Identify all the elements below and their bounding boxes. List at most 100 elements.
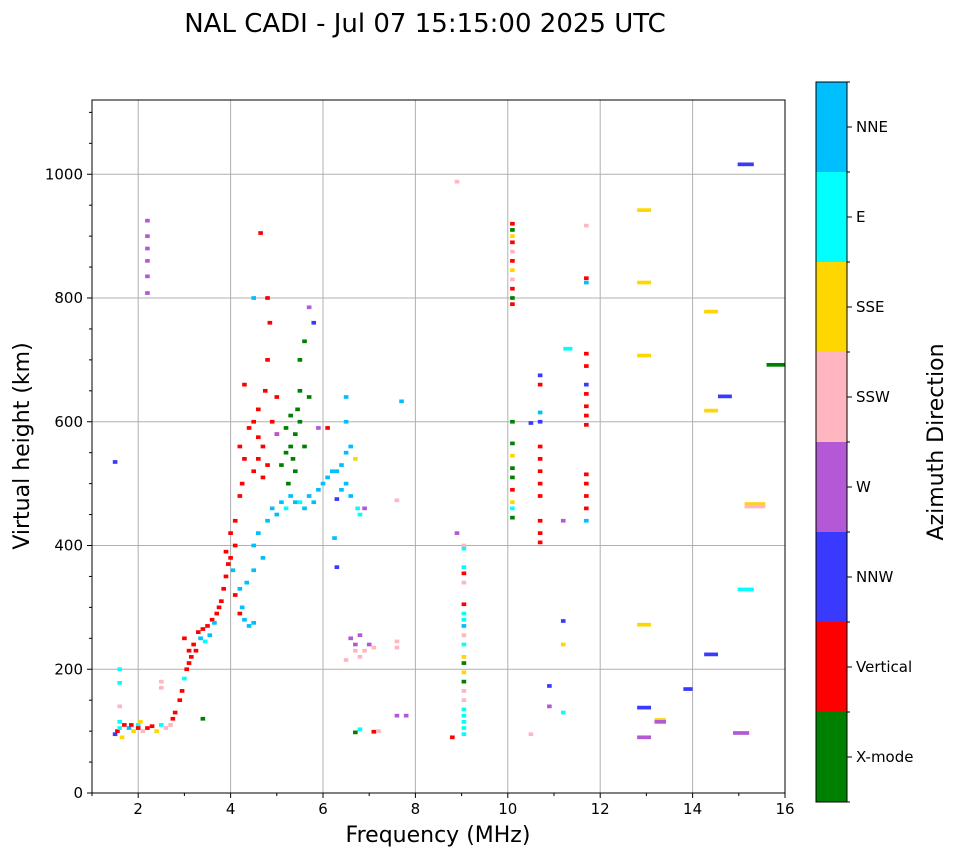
data-point-nnw: [311, 320, 317, 325]
data-point-vertical: [237, 444, 243, 449]
x-tick-label: 2: [133, 800, 143, 818]
data-point-nne: [292, 500, 298, 505]
data-point-vertical: [371, 729, 377, 734]
y-axis-label: Virtual height (km): [10, 342, 35, 549]
data-point-vertical: [251, 469, 257, 474]
data-point-nnw: [718, 394, 732, 399]
data-point-w: [306, 305, 312, 310]
y-tick-label: 0: [73, 784, 83, 802]
data-point-nne: [251, 543, 257, 548]
data-point-nne: [348, 494, 354, 498]
data-point-vertical: [189, 655, 194, 659]
data-point-nne: [584, 518, 589, 523]
data-point-nne: [126, 726, 132, 730]
data-point-vertical: [584, 404, 589, 409]
data-point-e: [461, 565, 467, 570]
data-point-nnw: [737, 162, 754, 167]
data-point-vertical: [242, 457, 247, 461]
data-point-w: [733, 731, 750, 735]
data-point-ssw: [461, 580, 467, 585]
data-point-x-mode: [306, 395, 312, 399]
data-point-sse: [138, 719, 143, 724]
data-point-ssw: [353, 648, 358, 653]
data-point-sse: [510, 268, 515, 273]
data-point-x-mode: [288, 444, 293, 449]
data-points: [112, 162, 785, 740]
data-point-nnw: [637, 705, 652, 710]
data-point-vertical: [200, 627, 206, 631]
data-point-vertical: [214, 611, 220, 616]
data-point-vertical: [258, 231, 263, 235]
colorbar: X-mode Vertical NNW W SSW SSE E NNE: [815, 81, 913, 803]
data-point-vertical: [186, 648, 192, 653]
data-point-vertical: [267, 320, 273, 325]
data-point-w: [394, 713, 400, 718]
data-point-vertical: [256, 435, 261, 440]
x-tick-label: 8: [411, 800, 421, 818]
colorbar-label-ssw: SSW: [856, 388, 890, 406]
data-point-e: [202, 639, 208, 644]
data-point-nne: [343, 395, 349, 399]
data-point-vertical: [239, 481, 245, 486]
data-point-nne: [302, 506, 307, 511]
data-point-e: [461, 546, 467, 551]
data-point-e: [117, 681, 123, 685]
data-point-vertical: [537, 469, 543, 474]
data-point-x-mode: [283, 426, 289, 430]
data-point-x-mode: [295, 407, 300, 412]
x-tick-label: 12: [591, 800, 610, 818]
plot-frame: [91, 99, 786, 794]
data-point-ssw: [394, 639, 400, 644]
data-point-nne: [242, 617, 247, 622]
data-point-vertical: [584, 494, 589, 498]
data-point-nne: [288, 494, 293, 498]
data-point-ssw: [376, 729, 381, 733]
data-point-e: [461, 617, 467, 622]
data-point-ssw: [528, 732, 534, 737]
data-point-x-mode: [510, 296, 515, 300]
colorbar-label-w: W: [856, 478, 871, 496]
data-point-vertical: [209, 617, 215, 622]
colorbar-swatch-nne: [816, 82, 847, 172]
data-point-ssw: [117, 704, 123, 709]
data-point-vertical: [537, 518, 543, 523]
data-point-w: [145, 274, 150, 279]
data-point-vertical: [223, 549, 229, 554]
data-point-x-mode: [286, 481, 291, 486]
data-point-w: [353, 642, 358, 647]
data-point-nne: [339, 487, 344, 492]
data-point-nne: [269, 506, 275, 511]
data-point-e: [182, 676, 187, 681]
data-point-nne: [537, 410, 543, 415]
data-point-vertical: [256, 457, 261, 461]
data-point-nnw: [584, 382, 589, 387]
data-point-vertical: [186, 661, 192, 665]
x-tick-label: 16: [775, 800, 794, 818]
y-tick-label: 1000: [45, 165, 83, 183]
data-point-sse: [637, 622, 652, 627]
x-tick-label: 6: [318, 800, 328, 818]
data-point-nne: [311, 500, 317, 505]
colorbar-label-x-mode: X-mode: [856, 748, 913, 766]
data-point-x-mode: [288, 413, 293, 418]
colorbar-swatch-w: [816, 442, 847, 532]
data-point-e: [461, 713, 467, 718]
y-tick-label: 200: [54, 660, 83, 678]
data-point-e: [355, 506, 360, 511]
data-point-vertical: [461, 571, 467, 576]
colorbar-label-sse: SSE: [856, 298, 885, 316]
data-point-e: [563, 346, 573, 351]
data-point-vertical: [265, 296, 270, 300]
data-point-nne: [339, 463, 344, 467]
data-point-nne: [348, 444, 354, 449]
data-point-nne: [343, 481, 349, 486]
data-point-nne: [329, 469, 335, 474]
data-point-ssw: [362, 648, 367, 653]
data-point-vertical: [232, 593, 238, 597]
data-point-nne: [279, 500, 284, 505]
x-tick-label: 4: [226, 800, 236, 818]
data-point-ssw: [163, 726, 169, 730]
data-point-nnw: [704, 652, 719, 657]
data-point-e: [357, 512, 363, 517]
data-point-x-mode: [283, 450, 289, 455]
